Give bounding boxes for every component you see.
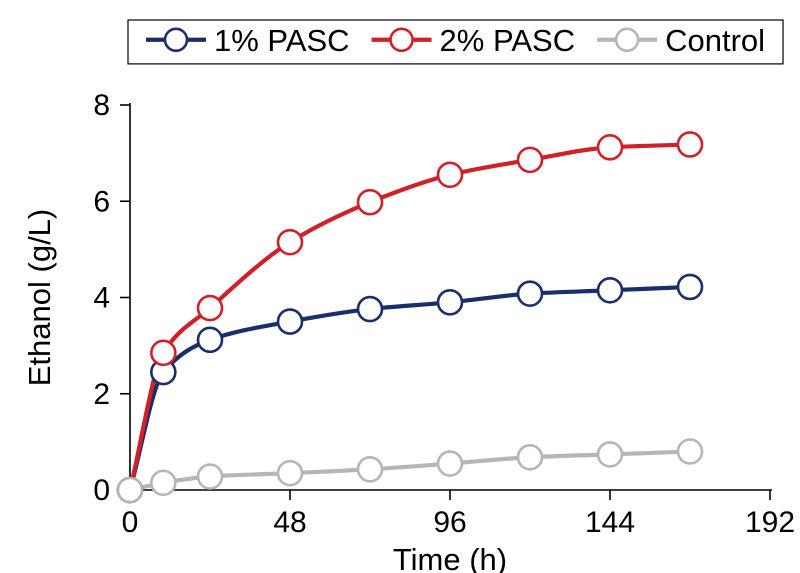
marker-pasc1 — [598, 278, 622, 302]
y-tick-label: 0 — [93, 474, 110, 507]
marker-pasc1 — [518, 282, 542, 306]
marker-pasc2 — [518, 148, 542, 172]
x-tick-label: 192 — [745, 506, 795, 539]
marker-control — [678, 440, 702, 464]
marker-pasc2 — [598, 135, 622, 159]
marker-pasc1 — [438, 290, 462, 314]
x-axis-label: Time (h) — [393, 542, 507, 573]
marker-pasc1 — [198, 328, 222, 352]
marker-control — [358, 457, 382, 481]
marker-pasc2 — [198, 296, 222, 320]
marker-pasc2 — [151, 341, 175, 365]
ethanol-chart: 0 48 96 144 192 Time (h) 0 2 4 6 8 Ethanol (g/L) 1% … — [0, 0, 800, 573]
marker-control — [438, 452, 462, 476]
marker-control — [518, 445, 542, 469]
marker-pasc1 — [358, 297, 382, 321]
marker-pasc2 — [278, 230, 302, 254]
marker-control — [118, 478, 142, 502]
x-tick-label: 144 — [585, 506, 635, 539]
marker-pasc2 — [438, 163, 462, 187]
legend-swatch-marker-pasc2 — [391, 29, 413, 51]
marker-control — [598, 442, 622, 466]
marker-pasc2 — [678, 132, 702, 156]
y-tick-label: 8 — [93, 89, 110, 122]
legend-label-pasc2: 2% PASC — [440, 23, 576, 58]
marker-control — [278, 461, 302, 485]
y-tick-label: 4 — [93, 282, 110, 315]
marker-control — [151, 471, 175, 495]
marker-pasc1 — [278, 310, 302, 334]
y-tick-label: 2 — [93, 378, 110, 411]
legend-swatch-marker-pasc1 — [165, 29, 187, 51]
legend-label-control: Control — [665, 23, 765, 58]
legend: 1% PASC 2% PASC Control — [128, 20, 783, 64]
y-axis-label: Ethanol (g/L) — [22, 209, 57, 387]
x-tick-label: 0 — [122, 506, 139, 539]
legend-label-pasc1: 1% PASC — [214, 23, 350, 58]
legend-swatch-marker-control — [616, 29, 638, 51]
y-tick-label: 6 — [93, 185, 110, 218]
marker-pasc1 — [678, 275, 702, 299]
chart-container: { "chart": { "type": "line-scatter", "wi… — [0, 0, 800, 573]
marker-control — [198, 465, 222, 489]
x-tick-label: 48 — [273, 506, 306, 539]
marker-pasc2 — [358, 190, 382, 214]
x-tick-label: 96 — [433, 506, 466, 539]
